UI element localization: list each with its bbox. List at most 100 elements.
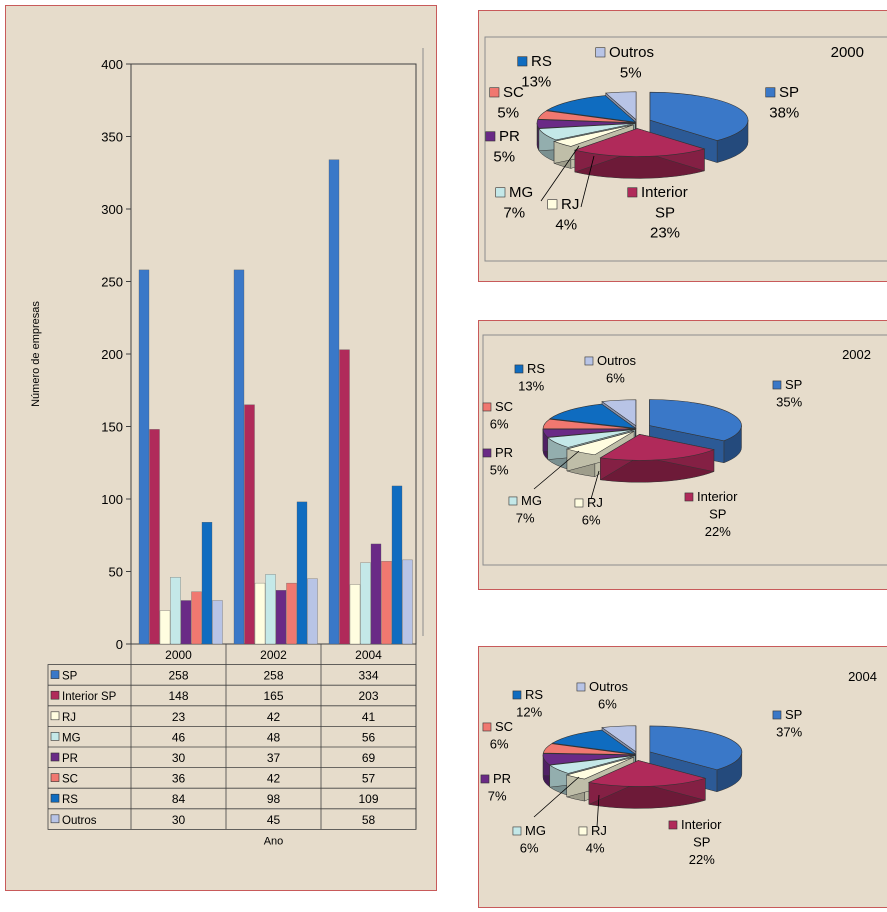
pie-slice-sc [537, 110, 636, 123]
pie-panel-2002: 2002 SP 35% Interior SP 22% RJ 6% MG 7% PR 5% SC 6% RS… [478, 320, 887, 590]
pie-chart-2002: 2002 SP 35% Interior SP 22% RJ 6% MG 7% PR 5% SC 6% RS… [482, 334, 887, 566]
pie-label-mg: MG [525, 823, 546, 838]
table-cell: 69 [362, 751, 376, 765]
legend-label-sc: SC [62, 774, 78, 786]
pie-slice-mg [547, 429, 636, 448]
pie-pct-mg: 7% [516, 511, 535, 526]
table-cell: 42 [267, 772, 281, 786]
legend-key-interior-sp [50, 690, 60, 700]
pie-pct-sp: 35% [776, 395, 802, 410]
bar-mg-2000 [170, 577, 181, 645]
legend-label-mg: MG [62, 732, 81, 744]
y-tick-label: 50 [109, 565, 123, 580]
pie-pct-rj: 6% [582, 513, 601, 528]
pie-pct-outros: 5% [620, 64, 642, 81]
y-tick-label: 100 [101, 492, 123, 507]
bar-sc-2004 [381, 561, 392, 645]
pie-slice-rj [553, 124, 634, 147]
pie-label-rs: RS [527, 361, 545, 376]
pie-pct-interior-sp: 22% [705, 524, 731, 539]
pie-pct-rj: 4% [586, 841, 605, 856]
table-cell: 56 [362, 730, 376, 744]
pie-pct-sc: 5% [497, 104, 519, 121]
pie-slice-mg [538, 123, 636, 141]
bar-rs-2002 [296, 501, 308, 645]
pie-slice-interior-sp [573, 128, 706, 157]
table-cell: 148 [168, 689, 188, 703]
pie-label-interior-sp-2: SP [709, 507, 726, 522]
pie-plot-area [484, 36, 887, 262]
legend-key-mg [50, 732, 60, 741]
table-cell: 109 [358, 792, 378, 806]
pie-legend-key-pr [480, 774, 490, 784]
legend-key-rj [50, 711, 60, 721]
pie-label-interior-sp-2: SP [655, 204, 675, 221]
legend-label-rj: RJ [62, 712, 76, 724]
pie-slice-rs [549, 403, 637, 429]
pie-legend-key-interior-sp [627, 187, 638, 198]
pie-slice-rj [565, 756, 634, 780]
y-tick-label: 0 [116, 637, 123, 652]
pie-pct-sc: 6% [490, 737, 509, 752]
pie-slice-sp [649, 725, 743, 771]
pie-label-interior-sp-2: SP [693, 835, 710, 850]
pie-pct-interior-sp: 23% [650, 225, 680, 242]
pie-slice-sc [542, 418, 636, 430]
legend-key-rs [50, 793, 60, 803]
pie-legend-key-sc [482, 722, 492, 732]
pie-pct-outros: 6% [606, 371, 625, 386]
pie-label-outros: Outros [589, 679, 629, 694]
pie-pct-mg: 6% [520, 841, 539, 856]
bar-interior-sp-2002 [244, 404, 255, 645]
pie-legend-key-rs [517, 56, 528, 67]
y-tick-label: 200 [101, 347, 123, 362]
table-cell: 41 [362, 710, 376, 724]
pie-label-outros: Outros [609, 44, 654, 61]
table-cell: 98 [267, 792, 281, 806]
bar-pr-2002 [275, 590, 287, 645]
pie-label-interior-sp: Interior [697, 489, 738, 504]
pie-slice-sc [542, 743, 636, 756]
table-cell: 84 [172, 792, 186, 806]
pie-legend-key-sp [765, 87, 776, 98]
pie-slice-sp [649, 91, 749, 141]
pie-year-label: 2004 [848, 669, 877, 684]
pie-slice-sp [649, 399, 742, 442]
pie-pct-sc: 6% [490, 417, 509, 432]
pie-label-sc: SC [503, 84, 524, 101]
bar-sp-2004 [328, 159, 340, 645]
table-cell: 48 [267, 730, 281, 744]
table-cell: 36 [172, 772, 186, 786]
pie-pct-rs: 13% [518, 379, 544, 394]
pie-panel-2000: 2000 SP 38% Interior SP 23% RJ 4% MG 7% PR 5% SC 5% RS… [478, 10, 887, 282]
bar-sp-2000 [138, 269, 150, 645]
table-cell: 334 [358, 669, 378, 683]
pie-leader-line [533, 776, 580, 818]
pie-label-pr: PR [499, 128, 520, 145]
pie-slice-pr [542, 753, 636, 766]
pie-label-pr: PR [493, 771, 511, 786]
y-tick-label: 250 [101, 275, 123, 290]
pie-pct-rj: 4% [555, 216, 577, 233]
table-cell: 37 [267, 751, 281, 765]
pie-slice-rs [551, 729, 636, 755]
x-axis-label: Ano [264, 835, 284, 847]
bar-rj-2004 [349, 584, 361, 645]
pie-legend-key-rs [512, 690, 522, 700]
pie-pct-pr: 5% [490, 463, 509, 478]
pie-label-sp: SP [785, 707, 802, 722]
table-header-2004: 2004 [355, 648, 382, 662]
bar-interior-sp-2000 [149, 429, 160, 645]
bar-sc-2002 [286, 582, 297, 645]
pie-label-sp: SP [779, 84, 799, 101]
pie-pct-rs: 13% [521, 73, 551, 90]
pie-legend-key-outros [584, 356, 594, 366]
legend-label-interior-sp: Interior SP [62, 691, 117, 703]
pie-legend-key-rj [547, 199, 558, 210]
pie-legend-key-sp [772, 710, 782, 720]
bar-pr-2000 [180, 600, 192, 645]
table-cell: 30 [172, 751, 186, 765]
bar-rj-2002 [254, 582, 266, 645]
pie-slice-rj [565, 430, 635, 456]
pie-legend-key-outros [595, 47, 606, 58]
